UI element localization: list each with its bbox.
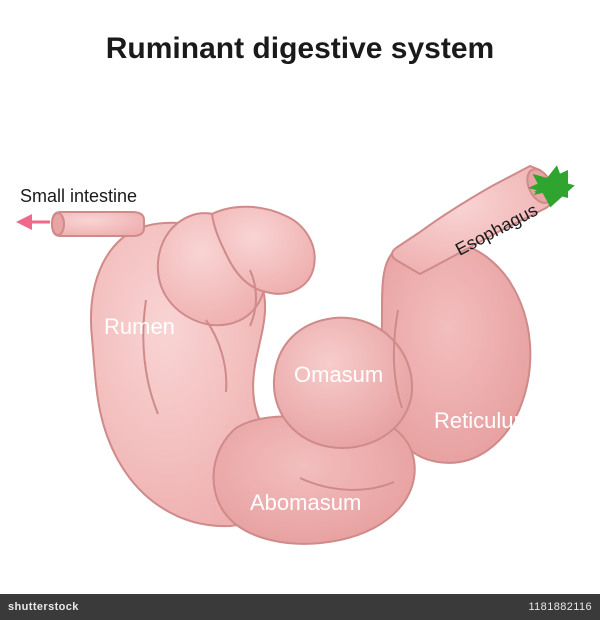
label-abomasum: Abomasum <box>250 490 361 516</box>
watermark-bar: shutterstock 1181882116 <box>0 594 600 620</box>
label-small-intestine: Small intestine <box>20 186 137 207</box>
organ-illustration <box>0 0 600 620</box>
label-omasum: Omasum <box>294 362 383 388</box>
stock-provider: shutterstock <box>8 601 79 613</box>
label-reticulum: Reticulum <box>434 408 532 434</box>
flow-out-arrow <box>16 214 50 230</box>
stock-image-id: 1181882116 <box>528 601 592 613</box>
label-rumen: Rumen <box>104 314 175 340</box>
small-intestine-opening <box>52 213 64 235</box>
small-intestine-shape <box>52 212 144 236</box>
diagram-canvas: Ruminant digestive system <box>0 0 600 620</box>
